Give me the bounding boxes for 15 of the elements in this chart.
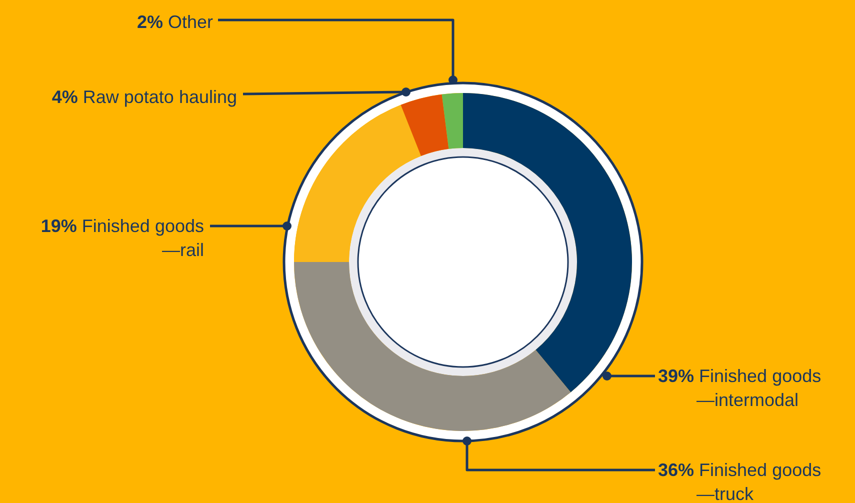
- data-label: 39%: [658, 366, 694, 386]
- donut-slice: [463, 93, 632, 392]
- donut-slice: [400, 94, 449, 156]
- slice-label: Finished goods —rail: [76, 216, 204, 260]
- donut-slice: [442, 93, 463, 149]
- donut-slice: [294, 104, 422, 262]
- slice-label: Finished goods —intermodal: [694, 366, 822, 410]
- slice-label: Finished goods —truck: [694, 460, 822, 503]
- data-label: 36%: [658, 460, 694, 480]
- data-label: 4%: [52, 87, 78, 107]
- slice-label: Raw potato hauling: [78, 87, 237, 107]
- slice-label: Other: [162, 12, 213, 32]
- donut-slice: [294, 262, 571, 431]
- data-label: 2%: [136, 12, 163, 32]
- data-label: 19%: [40, 216, 77, 236]
